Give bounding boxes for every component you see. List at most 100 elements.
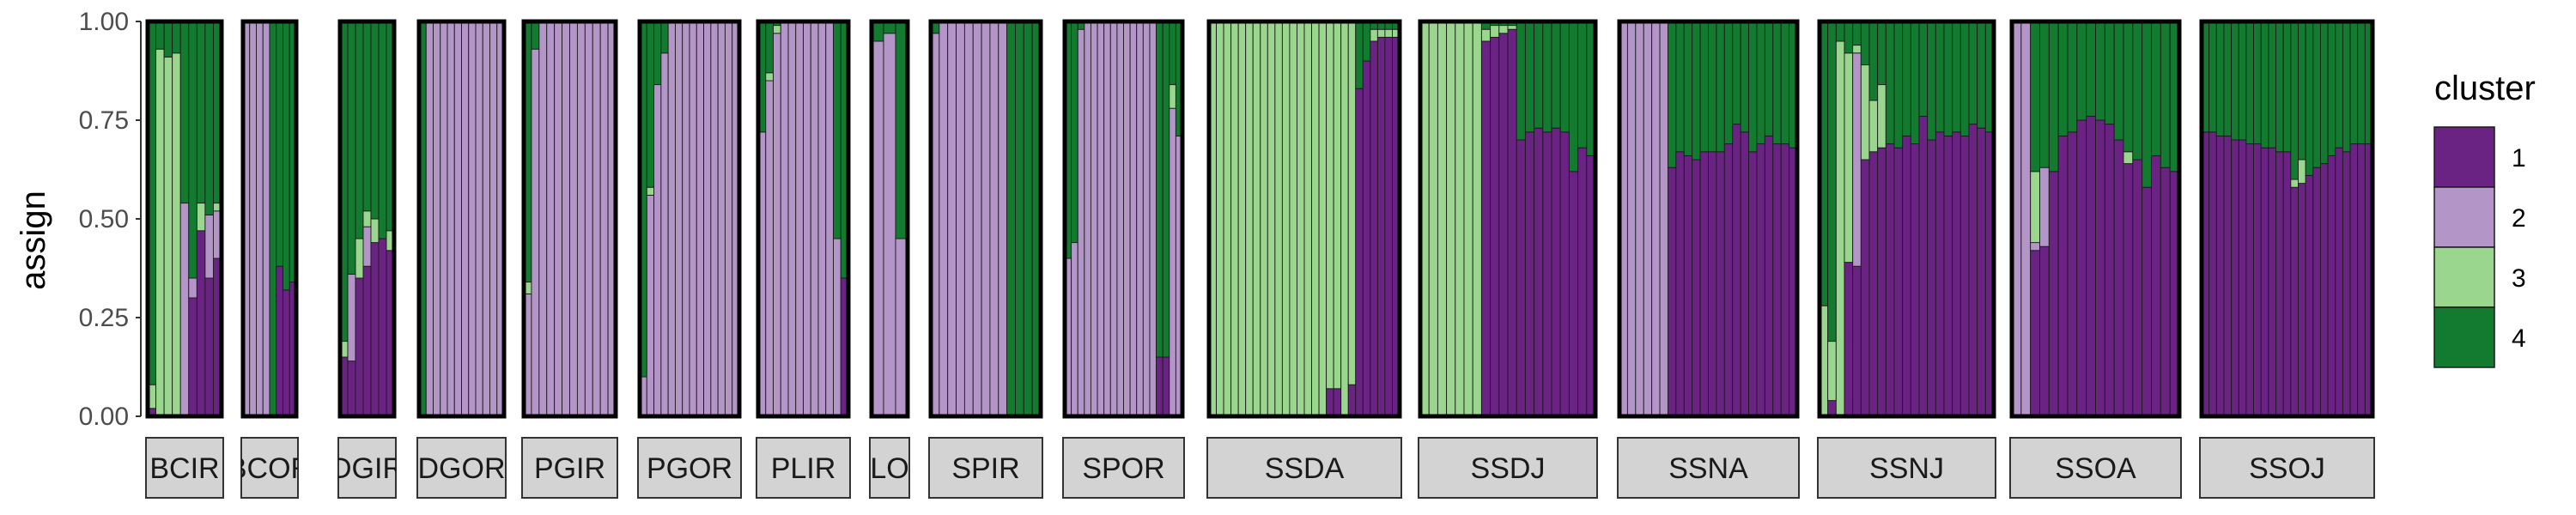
bar-segment-cluster-1 <box>1507 28 1517 417</box>
bar-segment-cluster-4 <box>2039 21 2050 168</box>
bar-segment-cluster-3 <box>1498 25 1509 34</box>
bar-segment-cluster-3 <box>2123 151 2134 165</box>
bar-segment-cluster-3 <box>2030 171 2040 244</box>
strip-box <box>240 437 299 499</box>
bar-segment-cluster-4 <box>269 21 277 417</box>
bar-segment-cluster-1 <box>1708 151 1717 417</box>
bar-segment-cluster-1 <box>2048 171 2059 417</box>
bar-segment-cluster-2 <box>2039 167 2050 247</box>
bar-segment-cluster-3 <box>163 56 173 417</box>
facet-ssoa: SSOA <box>2009 19 2182 499</box>
strip-box <box>1617 437 1800 499</box>
bar-segment-cluster-4 <box>1877 21 1886 86</box>
bar-segment-cluster-1 <box>2057 135 2069 417</box>
bar-segment-cluster-2 <box>1084 21 1091 417</box>
legend-item-2: 2 <box>2433 186 2526 248</box>
strip-dgor: DGOR <box>416 437 507 499</box>
strip-label: LO <box>870 452 908 485</box>
bar-segment-cluster-4 <box>2095 21 2105 121</box>
bar-segment-cluster-3 <box>362 210 372 227</box>
bar-segment-cluster-2 <box>689 21 697 417</box>
bar-segment-cluster-1 <box>1370 40 1378 417</box>
bar-segment-cluster-4 <box>1959 21 1970 136</box>
bar-segment-cluster-1 <box>1935 131 1945 417</box>
bar-segment-cluster-4 <box>1023 21 1033 417</box>
bar-segment-cluster-3 <box>1297 21 1305 417</box>
bar-segment-cluster-1 <box>1347 384 1357 417</box>
bar-segment-cluster-1 <box>1683 154 1693 417</box>
facet-pgir: PGIR <box>521 19 618 499</box>
bar-segment-cluster-3 <box>773 25 781 34</box>
bar-segment-cluster-4 <box>1740 21 1750 133</box>
bar-segment-cluster-2 <box>703 21 712 417</box>
bar-segment-cluster-2 <box>562 21 570 417</box>
bar-segment-cluster-1 <box>1844 262 1854 417</box>
bar-segment-cluster-3 <box>1347 21 1357 385</box>
bar-segment-cluster-4 <box>2076 21 2087 121</box>
bar-segment-cluster-1 <box>1732 124 1741 417</box>
bar-segment-cluster-1 <box>1675 151 1685 417</box>
bar-segment-cluster-2 <box>440 21 448 417</box>
bar-segment-cluster-2 <box>347 273 356 362</box>
legend-label: 4 <box>2512 324 2526 353</box>
strip-bcor: BCOR <box>240 437 299 499</box>
bar-segment-cluster-3 <box>1252 21 1261 417</box>
strip-box <box>1206 437 1402 499</box>
bar-segment-cluster-2 <box>773 33 781 417</box>
bar-segment-cluster-4 <box>1935 21 1945 133</box>
bar-segment-cluster-4 <box>2160 21 2171 168</box>
bar-segment-cluster-3 <box>370 218 380 244</box>
bar-segment-cluster-1 <box>1952 131 1961 417</box>
bar-segment-cluster-1 <box>2290 186 2299 417</box>
bar-segment-cluster-1 <box>2132 159 2143 417</box>
strip-ssnj: SSNJ <box>1817 437 1996 499</box>
bar-segment-cluster-1 <box>2275 151 2284 417</box>
facet-pgor: PGOR <box>637 19 742 499</box>
bar-segment-cluster-1 <box>378 238 387 417</box>
bar-segment-cluster-1 <box>1480 40 1492 417</box>
bar-segment-cluster-1 <box>1902 135 1911 417</box>
bar-segment-cluster-1 <box>2260 147 2269 417</box>
bar-segment-cluster-3 <box>1844 52 1854 264</box>
strip-label: PLIR <box>771 452 836 485</box>
panel-border <box>1062 19 1185 419</box>
bar-segment-cluster-3 <box>1260 21 1268 417</box>
panel-border <box>2199 19 2375 419</box>
bar-segment-cluster-4 <box>2342 21 2351 153</box>
bar-segment-cluster-2 <box>833 238 841 417</box>
strip-pgir: PGIR <box>521 437 618 499</box>
bar-segment-cluster-4 <box>1885 21 1895 145</box>
strip-box <box>416 437 507 499</box>
bar-segment-cluster-1 <box>1577 147 1588 417</box>
bar-segment-cluster-2 <box>1643 21 1653 417</box>
y-tick-label: 0.25 <box>79 304 129 332</box>
bar-segment-cluster-3 <box>196 203 206 232</box>
bar-segment-cluster-2 <box>1142 21 1151 417</box>
bar-segment-cluster-4 <box>1852 21 1862 46</box>
strip-label: DGIR <box>331 452 404 485</box>
y-tick-label: 0.75 <box>79 106 129 135</box>
bar-segment-cluster-1 <box>1885 143 1895 417</box>
bar-segment-cluster-1 <box>1959 135 1970 417</box>
bar-segment-cluster-3 <box>1267 21 1276 417</box>
panel-border <box>337 19 397 419</box>
bar-segment-cluster-2 <box>362 226 372 267</box>
legend-item-1: 1 <box>2433 126 2526 188</box>
bar-segment-cluster-1 <box>188 297 197 417</box>
bar-segment-cluster-4 <box>1902 21 1911 136</box>
bar-segment-cluster-2 <box>262 21 270 417</box>
bar-segment-cluster-4 <box>2349 21 2359 145</box>
bar-segment-cluster-2 <box>646 194 655 417</box>
bar-segment-cluster-4 <box>1893 21 1904 148</box>
bar-segment-cluster-4 <box>1362 21 1371 62</box>
strip-label: SSDA <box>1265 452 1345 485</box>
bar-segment-cluster-1 <box>276 265 283 417</box>
bar-segment-cluster-1 <box>1910 143 1920 417</box>
bar-segment-cluster-1 <box>1772 143 1782 417</box>
bar-segment-cluster-2 <box>1097 21 1105 417</box>
bar-segment-cluster-2 <box>584 21 593 417</box>
bar-segment-cluster-1 <box>370 242 380 417</box>
bar-segment-cluster-4 <box>2298 21 2306 161</box>
legend-label: 2 <box>2512 204 2526 233</box>
facet-ssoj: SSOJ <box>2199 19 2375 499</box>
